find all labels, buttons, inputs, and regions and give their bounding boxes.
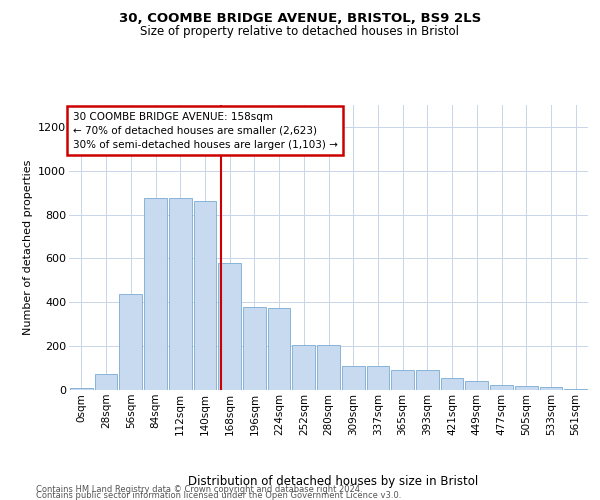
Text: Size of property relative to detached houses in Bristol: Size of property relative to detached ho… xyxy=(140,25,460,38)
Bar xyxy=(169,198,191,390)
Bar xyxy=(539,386,562,390)
Text: Contains HM Land Registry data © Crown copyright and database right 2024.: Contains HM Land Registry data © Crown c… xyxy=(36,484,362,494)
Text: 30, COOMBE BRIDGE AVENUE, BRISTOL, BS9 2LS: 30, COOMBE BRIDGE AVENUE, BRISTOL, BS9 2… xyxy=(119,12,481,26)
Y-axis label: Number of detached properties: Number of detached properties xyxy=(23,160,32,335)
Bar xyxy=(119,294,142,390)
Bar xyxy=(218,263,241,390)
Bar xyxy=(70,388,93,390)
Bar xyxy=(564,389,587,390)
Bar xyxy=(490,384,513,390)
Bar xyxy=(243,306,266,390)
Text: 30 COOMBE BRIDGE AVENUE: 158sqm
← 70% of detached houses are smaller (2,623)
30%: 30 COOMBE BRIDGE AVENUE: 158sqm ← 70% of… xyxy=(73,112,338,150)
Bar xyxy=(416,370,439,390)
Bar xyxy=(317,345,340,390)
Bar xyxy=(466,381,488,390)
Bar xyxy=(194,202,216,390)
Bar xyxy=(441,378,463,390)
Bar xyxy=(144,198,167,390)
Bar xyxy=(342,366,365,390)
Bar xyxy=(367,366,389,390)
Bar xyxy=(391,370,414,390)
Text: Contains public sector information licensed under the Open Government Licence v3: Contains public sector information licen… xyxy=(36,490,401,500)
Text: Distribution of detached houses by size in Bristol: Distribution of detached houses by size … xyxy=(188,474,478,488)
Bar xyxy=(292,345,315,390)
Bar xyxy=(268,308,290,390)
Bar xyxy=(515,386,538,390)
Bar xyxy=(95,374,118,390)
